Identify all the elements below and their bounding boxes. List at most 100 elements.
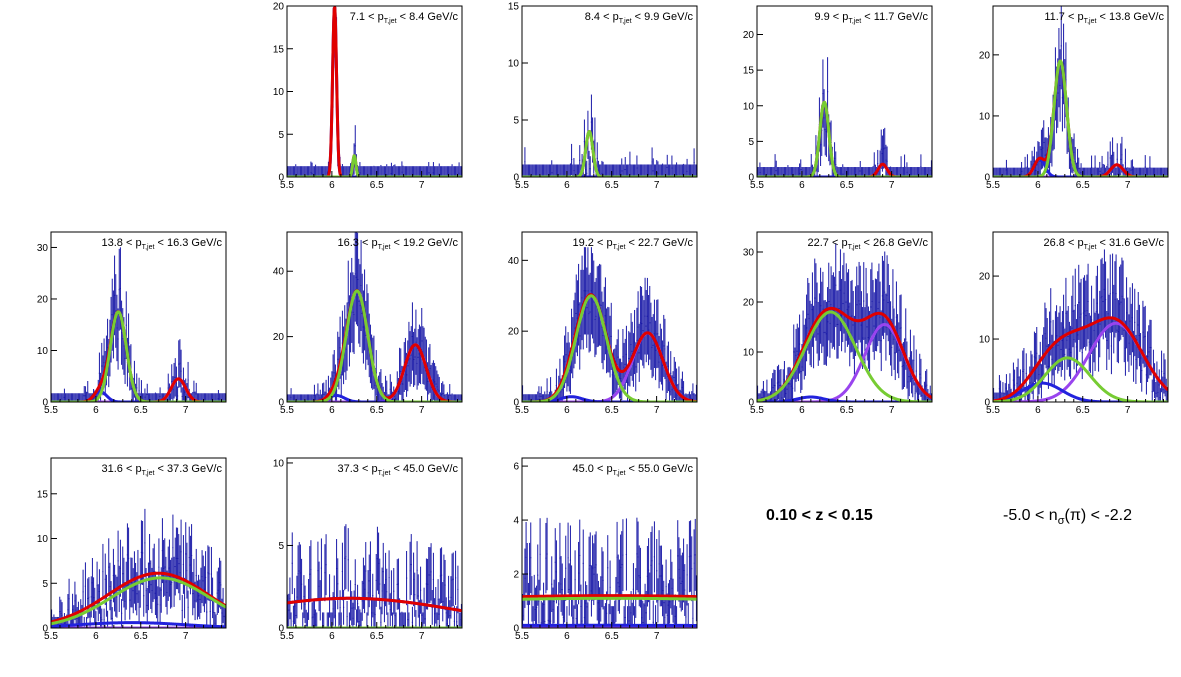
y-tick-label: 0: [748, 173, 754, 184]
x-tick-label: 5.5: [44, 631, 58, 642]
y-tick-label: 0: [42, 398, 48, 409]
title-subscript: T,jet: [142, 244, 155, 251]
title-lo: 9.9 < p: [814, 11, 848, 23]
y-tick-label: 2: [513, 570, 519, 581]
y-tick-label: 20: [37, 294, 49, 305]
x-tick-label: 6.5: [605, 180, 619, 191]
panel-title: 11.7 < pT,jet < 13.8 GeV/c: [1044, 11, 1164, 25]
x-tick-label: 5.5: [515, 631, 529, 642]
plot-area: [757, 243, 932, 402]
plot-area: [993, 249, 1168, 402]
title-hi: < 45.0 GeV/c: [390, 463, 458, 475]
y-tick-label: 15: [37, 489, 49, 500]
x-tick-label: 5.5: [44, 405, 58, 416]
z-range-label: 0.10 < z < 0.15: [766, 507, 873, 524]
x-tick-label: 7: [1125, 180, 1131, 191]
x-tick-label: 7: [183, 631, 189, 642]
total-fit-curve: [51, 571, 226, 624]
x-tick-label: 7: [654, 631, 660, 642]
y-tick-label: 0: [513, 624, 519, 635]
title-lo: 37.3 < p: [338, 463, 378, 475]
pion-fit-curve: [757, 310, 932, 402]
plot-area: [51, 247, 226, 402]
panel-9: 5.5 6 6.5 7 0 10 20 26.8 < pT,jet < 31.6 GeV/c: [979, 231, 1169, 416]
panel-8: 5.5 6 6.5 7 0 10 20 30 22.7 < pT,jet < 26.8 GeV/…: [743, 231, 933, 416]
y-tick-label: 10: [508, 59, 520, 70]
x-tick-label: 5.5: [750, 405, 764, 416]
panel-10: 5.5 6 6.5 7 0 5 10 15 31.6 < pT,jet < 37.3 GeV/c: [37, 457, 227, 642]
title-subscript: T,jet: [1084, 244, 1097, 251]
x-tick-label: 5.5: [750, 180, 764, 191]
y-tick-label: 30: [37, 243, 49, 254]
x-tick-label: 6.5: [605, 405, 619, 416]
y-tick-label: 20: [273, 2, 285, 13]
y-tick-label: 10: [37, 534, 49, 545]
panel-3: 5.5 6 6.5 7 0 5 10 15 20 9.9 < pT,jet < 11.7 GeV/…: [743, 5, 933, 191]
panel-5: 5.5 6 6.5 7 0 10 20 30 13.8 < pT,jet < 16.3 GeV/…: [37, 231, 227, 416]
y-tick-label: 5: [278, 541, 284, 552]
x-tick-label: 6.5: [1076, 180, 1090, 191]
panel-title: 8.4 < pT,jet < 9.9 GeV/c: [585, 11, 694, 25]
title-hi: < 11.7 GeV/c: [861, 11, 928, 23]
panel-title: 22.7 < pT,jet < 26.8 GeV/c: [808, 237, 929, 251]
plot-area: [287, 232, 462, 402]
panel-1: 5.5 6 6.5 7 0 5 10 15 20 7.1 < pT,jet < 8.4 GeV/c: [273, 2, 463, 191]
plot-area: [993, 6, 1168, 177]
y-tick-label: 0: [984, 173, 990, 184]
x-tick-label: 6: [329, 405, 335, 416]
x-tick-label: 6.5: [605, 631, 619, 642]
x-tick-label: 6: [93, 405, 99, 416]
panel-11: 5.5 6 6.5 7 0 5 10 37.3 < pT,jet < 45.0 GeV/c: [273, 457, 463, 642]
y-tick-label: 0: [513, 398, 519, 409]
panel-frame: [521, 231, 698, 403]
y-tick-label: 15: [273, 44, 285, 55]
y-tick-label: 0: [42, 624, 48, 635]
x-tick-label: 6: [329, 180, 335, 191]
panel-4: 5.5 6 6.5 7 0 10 20 11.7 < pT,jet < 13.8 GeV/c: [979, 5, 1169, 191]
plot-area: [287, 524, 462, 628]
y-tick-label: 0: [513, 173, 519, 184]
y-tick-label: 5: [513, 116, 519, 127]
y-tick-label: 4: [513, 516, 519, 527]
x-tick-label: 5.5: [986, 405, 1000, 416]
y-tick-label: 0: [278, 398, 284, 409]
panel-frame: [992, 231, 1169, 403]
x-tick-label: 6: [564, 631, 570, 642]
y-tick-label: 5: [278, 130, 284, 141]
y-tick-label: 20: [743, 298, 755, 309]
kaon-fit-curve: [51, 621, 226, 628]
y-tick-label: 20: [743, 30, 755, 41]
x-tick-label: 6.5: [134, 405, 148, 416]
y-tick-label: 10: [273, 458, 285, 469]
x-tick-label: 5.5: [986, 180, 1000, 191]
nsigma-range-label: -5.0 < nσ(π) < -2.2: [1003, 507, 1132, 527]
y-tick-label: 20: [273, 332, 285, 343]
pion-fit-curve: [51, 310, 226, 402]
pion-fit-curve: [757, 100, 932, 177]
y-tick-label: 10: [979, 111, 991, 122]
panel-title: 31.6 < pT,jet < 37.3 GeV/c: [102, 463, 223, 477]
x-tick-label: 7: [889, 180, 895, 191]
x-tick-label: 5.5: [280, 405, 294, 416]
panel-frame: [756, 5, 933, 178]
pion-fit-curve: [51, 576, 226, 626]
panel-title: 45.0 < pT,jet < 55.0 GeV/c: [573, 463, 694, 477]
total-fit-curve: [757, 100, 932, 177]
panel-title: 9.9 < pT,jet < 11.7 GeV/c: [814, 11, 928, 25]
panel-frame: [521, 5, 698, 178]
total-fit-curve: [993, 316, 1168, 402]
nsigma-subscript: σ: [1057, 515, 1065, 528]
x-tick-label: 6.5: [134, 631, 148, 642]
panel-12: 5.5 6 6.5 7 0 2 4 6 45.0 < pT,jet < 55.0 GeV/c: [513, 457, 698, 642]
plot-area: [757, 57, 932, 177]
x-tick-label: 6.5: [840, 180, 854, 191]
title-hi: < 22.7 GeV/c: [625, 237, 693, 249]
title-subscript: T,jet: [142, 470, 155, 477]
title-hi: < 37.3 GeV/c: [154, 463, 222, 475]
panel-frame: [50, 457, 227, 629]
panel-frame: [286, 457, 463, 629]
title-subscript: T,jet: [848, 244, 861, 251]
title-hi: < 26.8 GeV/c: [860, 237, 928, 249]
y-tick-label: 40: [508, 256, 520, 267]
